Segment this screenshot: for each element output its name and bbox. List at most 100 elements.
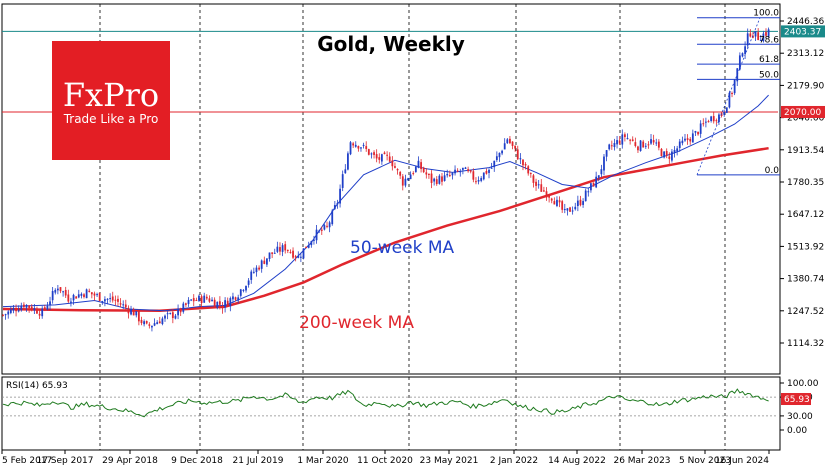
date-tick-label: 5 Nov 2023	[679, 456, 731, 466]
candle-body	[511, 141, 514, 146]
candle-body	[365, 146, 368, 150]
candle-body	[665, 151, 668, 156]
candle-body	[323, 225, 326, 230]
candle-body	[556, 199, 558, 206]
candle-body	[143, 321, 146, 325]
candle-body	[660, 148, 663, 157]
date-tick-label: 2 Jan 2022	[490, 456, 538, 466]
candle-body	[198, 295, 200, 301]
candle-body	[509, 138, 511, 144]
candle-body	[399, 171, 402, 176]
candle-body	[558, 200, 561, 203]
candle-body	[104, 299, 106, 302]
candle-body	[315, 229, 318, 241]
candle-body	[310, 241, 313, 246]
candle-body	[744, 46, 746, 54]
price-tick-label: 1247.52	[787, 307, 824, 317]
candle-body	[650, 139, 652, 144]
candle-body	[741, 53, 744, 57]
candle-body	[375, 154, 378, 159]
candle-body	[569, 207, 571, 212]
candle-body	[571, 210, 574, 212]
candle-body	[684, 138, 686, 141]
candle-body	[195, 300, 198, 302]
candle-body	[161, 318, 164, 325]
candle-body	[671, 151, 673, 161]
fibo-trend-line	[696, 17, 761, 175]
candle-body	[746, 33, 749, 46]
candle-body	[765, 32, 767, 36]
candle-body	[501, 150, 503, 154]
candle-body	[258, 267, 260, 270]
candle-body	[767, 29, 770, 37]
candle-body	[98, 292, 101, 301]
candle-body	[216, 301, 219, 308]
ma200-line	[2, 146, 769, 312]
candle-body	[294, 256, 297, 258]
candle-body	[443, 175, 446, 181]
candle-body	[62, 291, 64, 293]
candle-body	[477, 180, 480, 182]
candle-body	[736, 68, 739, 82]
candle-body	[707, 121, 710, 123]
candle-body	[2, 314, 4, 316]
candle-body	[386, 154, 389, 156]
candle-body	[360, 147, 362, 149]
candle-body	[728, 92, 731, 108]
candle-body	[673, 149, 676, 153]
candle-body	[279, 247, 281, 252]
candle-body	[114, 299, 117, 301]
candle-body	[156, 322, 159, 325]
candle-body	[681, 140, 684, 144]
candle-body	[119, 303, 122, 305]
candle-body	[64, 290, 67, 296]
candle-body	[725, 107, 728, 113]
date-tick-label: 26 Mar 2023	[613, 456, 670, 466]
candle-body	[464, 167, 467, 169]
candle-body	[409, 174, 412, 180]
candle-body	[111, 296, 114, 301]
candle-body	[130, 309, 132, 315]
candle-body	[25, 304, 28, 308]
rsi-value-tag: 65.93	[781, 393, 811, 406]
price-tick-label: 1647.12	[787, 210, 824, 220]
candle-body	[574, 206, 577, 210]
date-tick-label: 16 Jun 2024	[715, 456, 769, 466]
candle-body	[135, 311, 138, 316]
fibo-level-label: 100.0	[753, 9, 779, 19]
candle-body	[448, 175, 451, 177]
candle-body	[420, 162, 422, 170]
candle-body	[234, 297, 237, 300]
candle-body	[38, 313, 41, 316]
candle-body	[284, 244, 287, 251]
chart-title: Gold, Weekly	[317, 32, 465, 56]
candle-body	[475, 181, 477, 183]
candle-body	[273, 252, 276, 254]
candle-body	[524, 164, 527, 166]
candle-body	[344, 169, 347, 174]
candle-body	[757, 32, 760, 40]
price-tick-label: 2179.90	[787, 81, 824, 91]
candle-body	[370, 153, 373, 155]
candle-body	[7, 311, 10, 315]
candle-body	[592, 182, 595, 187]
candle-body	[305, 246, 308, 249]
candle-body	[623, 134, 626, 138]
candle-body	[412, 173, 415, 175]
candle-body	[90, 292, 93, 295]
candle-body	[117, 298, 119, 302]
candle-body	[96, 294, 98, 296]
candle-body	[292, 250, 294, 258]
date-tick-label: 17 Sep 2017	[36, 456, 93, 466]
candle-body	[752, 35, 754, 38]
rsi-panel-frame	[1, 376, 781, 451]
candle-body	[563, 208, 566, 211]
candle-body	[495, 156, 498, 161]
candle-body	[218, 301, 221, 305]
candle-body	[637, 146, 639, 151]
candle-body	[339, 188, 341, 204]
fibo-level-label: 61.8	[759, 55, 779, 65]
candle-body	[548, 195, 551, 198]
candle-body	[17, 310, 20, 312]
candle-body	[689, 138, 692, 142]
